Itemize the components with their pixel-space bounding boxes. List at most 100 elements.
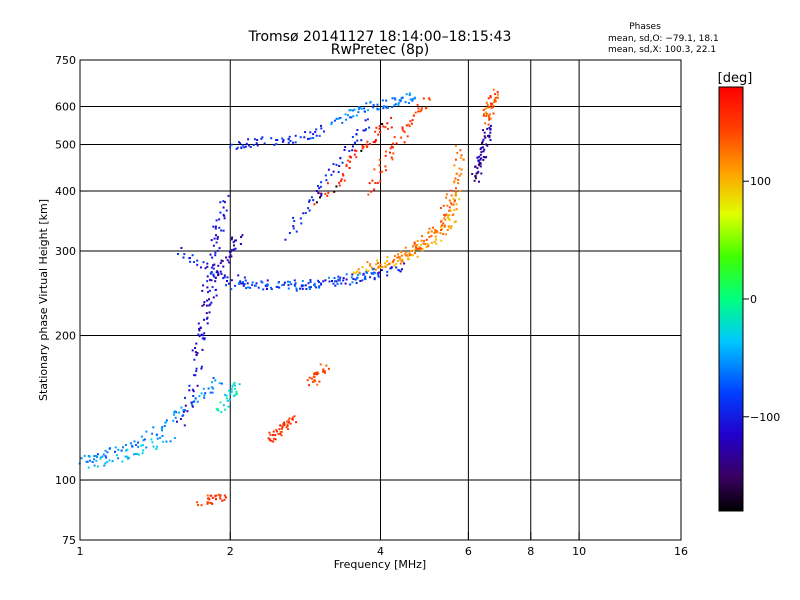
data-point	[140, 435, 143, 438]
data-point	[420, 243, 423, 246]
data-point	[117, 457, 120, 460]
data-point	[408, 92, 411, 95]
data-point	[471, 173, 474, 175]
data-point	[87, 466, 90, 469]
data-point	[233, 244, 235, 247]
data-point	[304, 284, 307, 287]
data-point	[210, 279, 213, 282]
data-point	[373, 168, 376, 171]
data-point	[211, 286, 214, 289]
data-point	[210, 502, 213, 504]
data-point	[333, 119, 336, 122]
data-point	[440, 239, 443, 242]
data-point	[195, 353, 198, 356]
data-point	[209, 253, 212, 256]
data-point	[408, 125, 411, 128]
data-point	[440, 219, 443, 222]
data-point	[191, 405, 194, 408]
data-point	[231, 236, 234, 239]
data-point	[182, 410, 185, 413]
data-point	[480, 151, 483, 154]
data-point	[377, 108, 380, 111]
data-point	[376, 182, 379, 184]
data-point	[354, 149, 357, 152]
data-point	[399, 99, 402, 102]
data-point	[93, 455, 96, 457]
data-point	[155, 433, 158, 436]
data-point	[396, 259, 399, 262]
data-point	[333, 277, 336, 279]
data-point	[374, 182, 377, 184]
data-point	[140, 444, 143, 447]
data-point	[457, 182, 460, 185]
data-point	[455, 190, 457, 193]
data-point	[238, 383, 241, 386]
data-point	[408, 253, 411, 256]
data-point	[445, 193, 448, 196]
data-point	[230, 238, 233, 241]
data-point	[99, 457, 102, 460]
data-point	[309, 131, 312, 134]
data-point	[282, 423, 285, 425]
data-point	[480, 157, 483, 160]
data-point	[430, 234, 433, 237]
data-point	[294, 282, 297, 285]
data-point	[294, 141, 297, 144]
data-point	[427, 244, 430, 247]
data-point	[311, 380, 314, 383]
data-point	[283, 281, 286, 284]
data-point	[219, 497, 222, 500]
data-point	[230, 279, 233, 282]
data-point	[399, 262, 402, 265]
data-point	[356, 270, 358, 273]
data-point	[372, 106, 375, 109]
data-point	[173, 413, 175, 416]
data-point	[223, 498, 226, 501]
data-point	[267, 437, 270, 440]
data-point	[453, 221, 456, 224]
data-point	[272, 440, 275, 443]
data-point	[325, 364, 328, 367]
data-point	[304, 131, 307, 134]
data-point	[204, 267, 207, 270]
data-point	[379, 263, 382, 266]
data-point	[195, 342, 198, 345]
data-point	[295, 421, 298, 424]
data-point	[328, 280, 331, 283]
data-point	[462, 158, 465, 161]
data-point	[308, 376, 311, 379]
data-point	[303, 136, 306, 139]
data-point	[307, 282, 310, 285]
data-point	[343, 149, 346, 151]
data-point	[310, 377, 313, 380]
data-point	[197, 322, 200, 325]
data-point	[416, 255, 419, 258]
data-point	[234, 284, 237, 287]
data-point	[213, 237, 216, 240]
data-point	[433, 241, 436, 244]
data-point	[223, 276, 226, 279]
data-point	[99, 456, 102, 459]
data-point	[483, 135, 486, 138]
data-point	[235, 239, 237, 242]
data-point	[391, 146, 394, 149]
data-point	[410, 250, 412, 252]
data-point	[434, 238, 437, 241]
data-point	[358, 271, 361, 274]
data-point	[448, 206, 451, 209]
data-point	[275, 139, 278, 141]
data-point	[475, 172, 478, 175]
data-point	[206, 316, 209, 319]
data-point	[318, 380, 321, 383]
data-point	[212, 225, 215, 228]
data-point	[203, 301, 206, 303]
data-point	[409, 120, 412, 123]
data-point	[339, 279, 341, 282]
data-point	[327, 191, 330, 194]
data-point	[317, 279, 320, 282]
data-point	[308, 200, 311, 203]
data-point	[288, 135, 291, 138]
data-point	[208, 311, 211, 314]
data-point	[225, 394, 228, 397]
data-point	[372, 104, 375, 107]
